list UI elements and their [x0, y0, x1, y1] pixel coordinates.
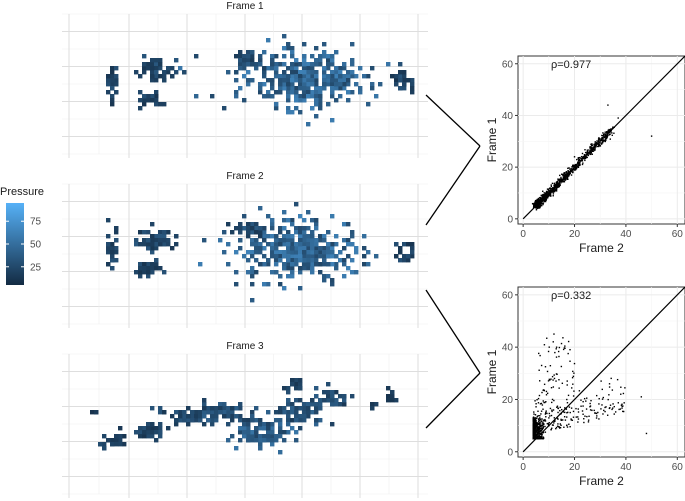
- x-axis-label: Frame 2: [579, 241, 624, 255]
- heatmap-grid: [62, 353, 428, 498]
- x-axis-label: Frame 2: [579, 474, 624, 488]
- y-tick-label: 0: [507, 447, 513, 458]
- panel-title-frame-1: Frame 1: [226, 1, 264, 12]
- panel-title-frame-3: Frame 3: [226, 341, 264, 352]
- x-tick-label: 40: [620, 229, 632, 240]
- y-axis-label: Frame 1: [485, 349, 499, 394]
- identity-line: [522, 55, 685, 220]
- scatter-frame1-vs-frame2-bottom: 0 20 40 60 0 20 40 60 Frame 2 Frame 1 ρ=0.332: [485, 286, 685, 488]
- scatter-points: [532, 333, 648, 440]
- y-tick-label: 60: [502, 59, 514, 70]
- heatmap-cells: [106, 34, 415, 127]
- correlation-annotation: ρ=0.332: [551, 290, 591, 302]
- x-tick-label: 0: [520, 229, 526, 240]
- y-tick-label: 20: [502, 163, 514, 174]
- legend-colorbar: [6, 203, 24, 285]
- scatter-frame1-vs-frame2-top: 0 20 40 60 0 20 40 60 Frame 2 Frame 1 ρ=0.977: [485, 55, 685, 255]
- y-tick-label: 0: [507, 214, 513, 225]
- heatmap-frame-2: [62, 183, 428, 328]
- x-tick-label: 20: [569, 229, 581, 240]
- y-tick-label: 20: [502, 395, 514, 406]
- legend-title: Pressure: [0, 186, 44, 198]
- x-tick-label: 60: [672, 229, 684, 240]
- y-tick-label: 40: [502, 343, 514, 354]
- correlation-annotation: ρ=0.977: [551, 59, 591, 71]
- y-axis-label: Frame 1: [485, 117, 499, 162]
- pressure-legend: Pressure 75 50 25: [0, 186, 44, 285]
- legend-tick-label: 25: [30, 262, 42, 273]
- heatmap-frame-1: [62, 13, 428, 158]
- heatmap-cells: [90, 378, 399, 455]
- identity-line: [522, 286, 685, 453]
- connector-lines: [425, 94, 481, 429]
- heatmap-frame-3: [62, 353, 428, 498]
- plot-grid: [518, 287, 685, 457]
- x-tick-label: 0: [520, 462, 526, 473]
- panel-title-frame-2: Frame 2: [226, 171, 264, 182]
- x-tick-label: 20: [569, 462, 581, 473]
- legend-tick-label: 75: [30, 217, 42, 228]
- x-tick-label: 60: [672, 462, 684, 473]
- legend-tick-label: 50: [30, 240, 42, 251]
- y-tick-label: 60: [502, 290, 514, 301]
- x-tick-label: 40: [620, 462, 632, 473]
- y-tick-label: 40: [502, 111, 514, 122]
- heatmap-cells: [106, 202, 415, 303]
